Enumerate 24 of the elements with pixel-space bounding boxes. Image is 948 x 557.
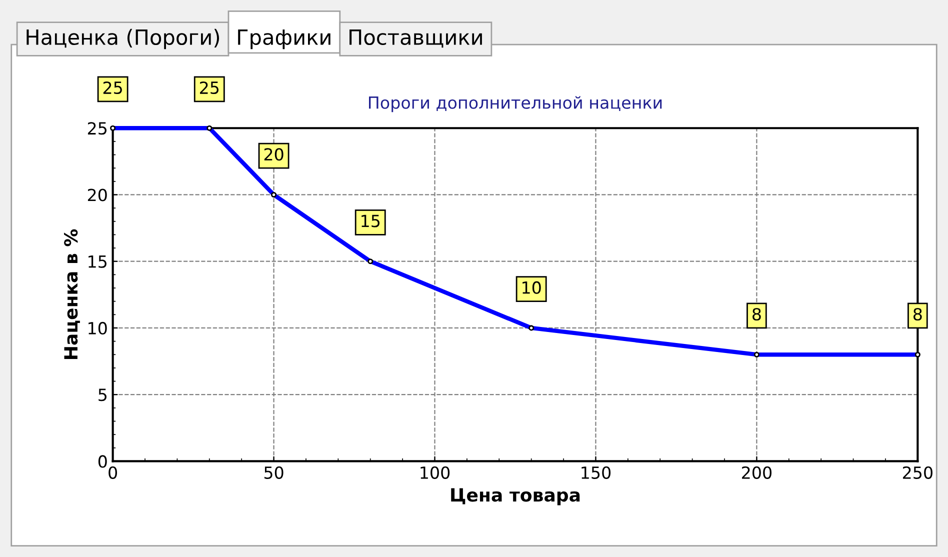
text: Графики <box>238 30 330 50</box>
y-tick-label: 0 <box>98 455 107 468</box>
data-label: 20 <box>264 148 284 161</box>
data-label: 8 <box>752 308 761 321</box>
x-tick-label: 200 <box>742 466 772 479</box>
y-tick-label: 20 <box>88 188 107 202</box>
data-label: 15 <box>362 214 380 228</box>
y-tick-label: 15 <box>88 256 106 268</box>
x-tick-label: 0 <box>108 466 118 479</box>
text: Поставщики <box>350 30 482 48</box>
x-tick-label: 150 <box>582 466 611 479</box>
data-label: 10 <box>522 281 541 294</box>
x-tick-label: 100 <box>420 466 450 479</box>
y-tick-label: 5 <box>98 388 106 402</box>
x-tick-label: 250 <box>902 466 932 479</box>
text: Наценка (Пороги) <box>26 28 220 50</box>
chart-title: Пороги дополнительной наценки <box>368 96 662 112</box>
y-axis-title: Наценка в % <box>64 229 80 359</box>
data-label: 25 <box>200 81 219 94</box>
data-label: 8 <box>913 308 922 321</box>
x-tick-label: 50 <box>264 466 284 479</box>
y-tick-label: 10 <box>88 322 107 335</box>
x-axis-title: Цена товара <box>451 488 580 506</box>
y-tick-label: 25 <box>88 122 106 135</box>
